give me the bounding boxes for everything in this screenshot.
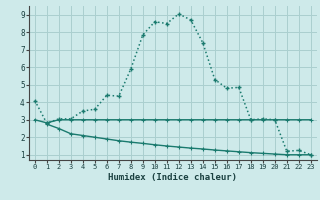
X-axis label: Humidex (Indice chaleur): Humidex (Indice chaleur): [108, 173, 237, 182]
